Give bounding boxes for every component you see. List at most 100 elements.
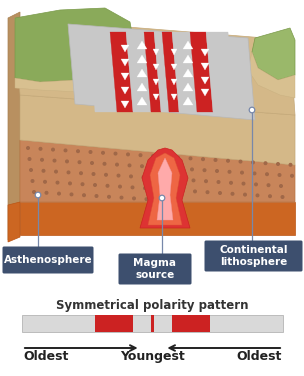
FancyBboxPatch shape: [205, 241, 302, 271]
Polygon shape: [144, 32, 161, 112]
Polygon shape: [15, 50, 145, 92]
Circle shape: [69, 182, 71, 185]
Polygon shape: [20, 140, 295, 202]
Circle shape: [81, 183, 84, 185]
Circle shape: [264, 162, 267, 165]
Circle shape: [33, 191, 35, 193]
Polygon shape: [201, 77, 209, 84]
Polygon shape: [153, 49, 159, 55]
Polygon shape: [206, 32, 235, 112]
Bar: [172, 315, 210, 332]
Circle shape: [130, 175, 132, 178]
Circle shape: [133, 197, 135, 200]
Polygon shape: [183, 41, 193, 49]
Circle shape: [269, 195, 271, 197]
Circle shape: [28, 158, 31, 160]
Text: Symmetrical polarity pattern: Symmetrical polarity pattern: [56, 300, 248, 312]
Polygon shape: [171, 79, 177, 85]
Circle shape: [31, 180, 34, 182]
Circle shape: [256, 194, 259, 197]
Circle shape: [35, 192, 41, 198]
Circle shape: [30, 169, 32, 171]
Circle shape: [106, 185, 109, 187]
Circle shape: [178, 167, 181, 170]
Circle shape: [164, 156, 167, 158]
Circle shape: [64, 149, 67, 152]
Polygon shape: [190, 32, 213, 112]
Polygon shape: [201, 89, 209, 96]
Circle shape: [155, 177, 157, 179]
Circle shape: [278, 174, 281, 176]
Circle shape: [206, 191, 209, 194]
Polygon shape: [121, 45, 129, 52]
Circle shape: [128, 164, 131, 167]
Polygon shape: [88, 32, 117, 112]
Circle shape: [70, 193, 73, 196]
Circle shape: [116, 163, 118, 166]
Circle shape: [142, 176, 145, 179]
Circle shape: [139, 154, 142, 156]
Circle shape: [280, 185, 282, 187]
Polygon shape: [8, 12, 20, 240]
Circle shape: [141, 165, 143, 167]
Circle shape: [102, 152, 104, 154]
Circle shape: [103, 162, 106, 165]
Polygon shape: [140, 148, 190, 228]
Polygon shape: [153, 79, 159, 85]
Circle shape: [249, 107, 255, 113]
Circle shape: [92, 173, 95, 175]
Circle shape: [67, 171, 70, 174]
Circle shape: [53, 159, 56, 162]
Circle shape: [131, 186, 134, 189]
Polygon shape: [153, 94, 159, 100]
Circle shape: [267, 184, 270, 186]
Polygon shape: [171, 94, 177, 100]
Polygon shape: [137, 83, 147, 91]
Circle shape: [277, 163, 279, 165]
Bar: [151, 315, 154, 332]
Circle shape: [145, 198, 148, 200]
Polygon shape: [15, 18, 295, 115]
Polygon shape: [20, 95, 295, 165]
Circle shape: [42, 170, 45, 172]
Circle shape: [180, 178, 182, 181]
Text: Oldest: Oldest: [23, 350, 68, 363]
Polygon shape: [137, 41, 147, 49]
Polygon shape: [248, 52, 295, 98]
Circle shape: [127, 153, 129, 156]
Polygon shape: [201, 49, 209, 56]
Circle shape: [227, 159, 229, 162]
Circle shape: [255, 183, 257, 186]
Polygon shape: [68, 24, 255, 120]
Circle shape: [253, 172, 256, 175]
Bar: [22, 315, 283, 332]
Polygon shape: [172, 32, 197, 112]
Polygon shape: [121, 101, 129, 108]
Circle shape: [39, 147, 42, 150]
Polygon shape: [171, 64, 177, 70]
Polygon shape: [157, 158, 173, 220]
Circle shape: [230, 182, 232, 184]
Circle shape: [117, 174, 120, 177]
Circle shape: [217, 181, 220, 183]
Circle shape: [289, 164, 292, 166]
Circle shape: [91, 162, 93, 164]
Circle shape: [281, 196, 284, 198]
Polygon shape: [153, 64, 159, 70]
Polygon shape: [171, 49, 177, 55]
Circle shape: [80, 172, 82, 174]
Circle shape: [252, 161, 254, 164]
Circle shape: [66, 160, 68, 163]
Circle shape: [45, 191, 48, 194]
Polygon shape: [137, 97, 147, 105]
Circle shape: [228, 170, 231, 173]
Text: Asthenosphere: Asthenosphere: [4, 255, 92, 265]
Circle shape: [105, 173, 107, 176]
Polygon shape: [183, 97, 193, 105]
Circle shape: [156, 188, 159, 190]
Polygon shape: [126, 32, 151, 112]
Polygon shape: [110, 32, 133, 112]
Circle shape: [205, 180, 207, 182]
Bar: [95, 315, 133, 332]
Circle shape: [177, 156, 179, 159]
